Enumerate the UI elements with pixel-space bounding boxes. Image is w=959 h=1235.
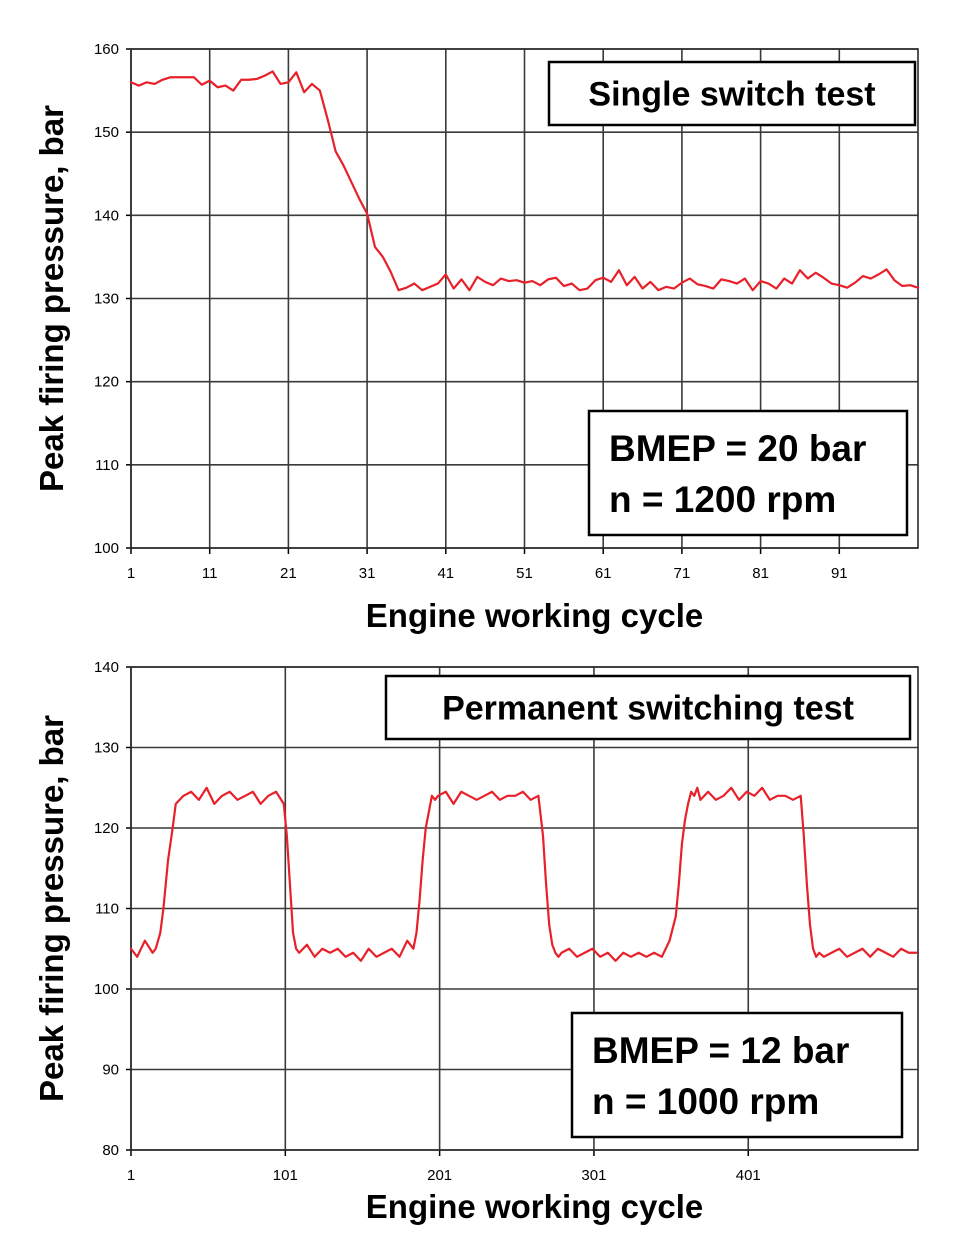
x-tick-label: 401 <box>736 1167 761 1184</box>
y-tick-label: 100 <box>94 540 119 557</box>
chart-2: 80 90 100 110 120 130 140 1 101 201 301 401 Permanen… <box>33 659 919 1225</box>
annotation-line: BMEP = 12 bar <box>592 1030 849 1071</box>
annotation-box <box>570 1011 904 1139</box>
chart-title-box <box>384 674 912 741</box>
x-tick-label: 1 <box>127 1167 135 1184</box>
y-tick-label: 150 <box>94 124 119 141</box>
annotation-line: n = 1000 rpm <box>592 1081 819 1122</box>
annotation-line: BMEP = 20 bar <box>609 428 866 469</box>
x-tick-label: 51 <box>516 565 533 582</box>
x-tick-label: 101 <box>273 1167 298 1184</box>
series-line <box>129 70 920 292</box>
x-tick-label: 1 <box>127 565 135 582</box>
y-tick-label: 130 <box>94 291 119 308</box>
y-axis-title: Peak firing pressure, bar <box>33 715 70 1102</box>
y-tick-label: 120 <box>94 374 119 391</box>
chart-title: Single switch test <box>588 76 875 114</box>
y-tick-label: 140 <box>94 207 119 224</box>
x-axis-title: Engine working cycle <box>366 1188 703 1225</box>
plot-frame <box>130 666 919 1151</box>
x-axis-title: Engine working cycle <box>366 597 703 634</box>
x-tick-label: 21 <box>280 565 297 582</box>
plot-frame <box>130 48 919 549</box>
x-tick-label: 91 <box>831 565 848 582</box>
chart-title: Permanent switching test <box>442 690 854 728</box>
chart-title-box <box>547 60 917 127</box>
x-tick-label: 41 <box>437 565 454 582</box>
y-tick-label: 160 <box>94 41 119 58</box>
y-tick-label: 130 <box>94 740 119 757</box>
annotation-line: n = 1200 rpm <box>609 479 836 520</box>
y-tick-label: 80 <box>102 1142 119 1159</box>
y-axis-title: Peak firing pressure, bar <box>33 105 70 492</box>
y-tick-label: 100 <box>94 981 119 998</box>
x-tick-label: 201 <box>427 1167 452 1184</box>
x-tick-label: 301 <box>581 1167 606 1184</box>
y-tick-label: 140 <box>94 659 119 676</box>
x-tick-label: 61 <box>595 565 612 582</box>
series-line <box>129 786 918 962</box>
y-tick-label: 110 <box>95 901 119 918</box>
x-tick-label: 11 <box>202 565 218 582</box>
x-tick-label: 71 <box>674 565 691 582</box>
x-tick-label: 31 <box>359 565 376 582</box>
annotation-box <box>587 409 909 537</box>
x-tick-label: 81 <box>752 565 769 582</box>
y-tick-label: 120 <box>94 820 119 837</box>
y-tick-label: 90 <box>102 1062 119 1079</box>
y-tick-label: 110 <box>95 457 119 474</box>
